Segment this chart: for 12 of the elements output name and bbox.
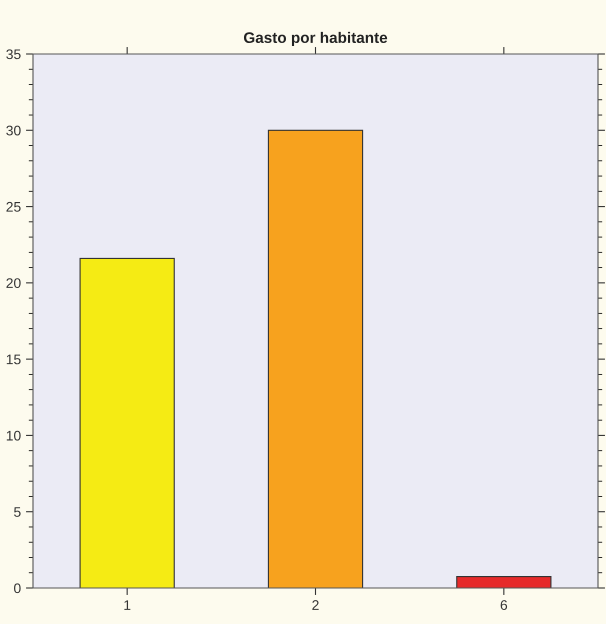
y-tick-label: 0	[14, 583, 21, 594]
x-tick-label: 2	[312, 600, 319, 610]
chart-title: Gasto por habitante	[244, 32, 388, 46]
y-tick-label: 10	[6, 430, 21, 441]
y-tick-label: 5	[14, 507, 21, 517]
y-tick-label: 30	[6, 126, 21, 136]
y-tick-label: 15	[6, 354, 21, 364]
y-tick-label: 35	[6, 49, 21, 60]
x-tick-label: 6	[500, 600, 508, 610]
y-tick-label: 20	[6, 278, 21, 288]
y-tick-label: 25	[6, 202, 21, 212]
x-tick-label: 1	[124, 600, 130, 610]
